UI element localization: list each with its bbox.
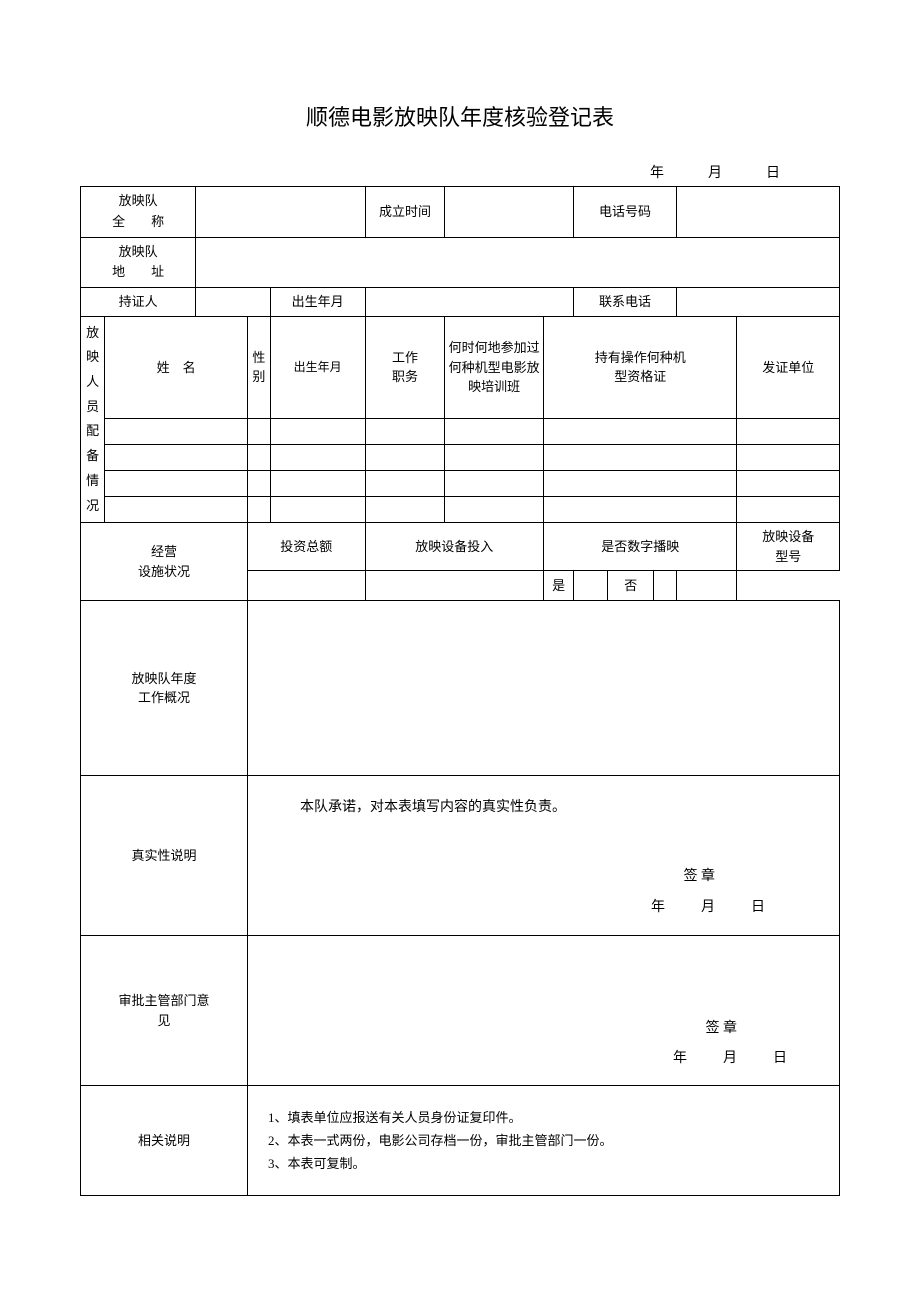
equip-invest-value[interactable] [365, 571, 543, 601]
digital-no-value[interactable] [653, 571, 676, 601]
top-date-line: 年月日 [80, 162, 840, 182]
personnel-header-training: 何时何地参加过何种机型电影放映培训班 [445, 316, 544, 419]
personnel-header-issuer: 发证单位 [737, 316, 840, 419]
total-invest-value[interactable] [247, 571, 365, 601]
holder-contact-label: 联系电话 [574, 288, 676, 317]
registration-table: 放映队全 称 成立时间 电话号码 放映队地 址 持证人 出生年月 联系电话 放映… [80, 186, 840, 1196]
holder-birth-value[interactable] [365, 288, 574, 317]
approval-body: 签 章 年月日 [247, 936, 839, 1086]
notes-body: 1、填表单位应报送有关人员身份证复印件。 2、本表一式两份，电影公司存档一份，审… [247, 1086, 839, 1196]
total-invest-label: 投资总额 [247, 523, 365, 571]
personnel-row [81, 497, 840, 523]
equip-invest-label: 放映设备投入 [365, 523, 543, 571]
team-full-name-value[interactable] [196, 187, 365, 238]
personnel-row [81, 445, 840, 471]
personnel-header-certificate: 持有操作何种机型资格证 [543, 316, 737, 419]
found-time-value[interactable] [445, 187, 574, 238]
equip-model-value[interactable] [676, 571, 737, 601]
facilities-label: 经营设施状况 [81, 523, 248, 601]
is-digital-label: 是否数字播映 [543, 523, 737, 571]
personnel-header-duty: 工作职务 [365, 316, 445, 419]
personnel-row [81, 471, 840, 497]
team-address-value[interactable] [196, 237, 840, 288]
work-summary-value[interactable] [247, 601, 839, 776]
notes-label: 相关说明 [81, 1086, 248, 1196]
approval-signature: 签 章 年月日 [250, 1014, 837, 1076]
holder-birth-label: 出生年月 [270, 288, 365, 317]
digital-yes-label: 是 [543, 571, 573, 601]
holder-contact-value[interactable] [676, 288, 839, 317]
work-summary-label: 放映队年度工作概况 [81, 601, 248, 776]
personnel-row [81, 419, 840, 445]
promise-text: 本队承诺，对本表填写内容的真实性负责。 [272, 797, 815, 818]
holder-label: 持证人 [81, 288, 196, 317]
approval-label: 审批主管部门意见 [81, 936, 248, 1086]
holder-value[interactable] [196, 288, 270, 317]
personnel-section-label: 放映人员配备情况 [81, 316, 105, 523]
form-title: 顺德电影放映队年度核验登记表 [80, 100, 840, 132]
equip-model-label: 放映设备型号 [737, 523, 840, 571]
phone-value[interactable] [676, 187, 839, 238]
personnel-header-birth: 出生年月 [270, 316, 365, 419]
authenticity-signature: 签 章 年月日 [272, 862, 815, 924]
digital-yes-value[interactable] [574, 571, 608, 601]
found-time-label: 成立时间 [365, 187, 445, 238]
digital-no-label: 否 [608, 571, 654, 601]
personnel-header-name: 姓 名 [105, 316, 248, 419]
team-full-name-label: 放映队全 称 [81, 187, 196, 238]
personnel-header-gender: 性别 [247, 316, 270, 419]
phone-label: 电话号码 [574, 187, 676, 238]
team-address-label: 放映队地 址 [81, 237, 196, 288]
authenticity-body: 本队承诺，对本表填写内容的真实性负责。 签 章 年月日 [247, 776, 839, 936]
authenticity-label: 真实性说明 [81, 776, 248, 936]
